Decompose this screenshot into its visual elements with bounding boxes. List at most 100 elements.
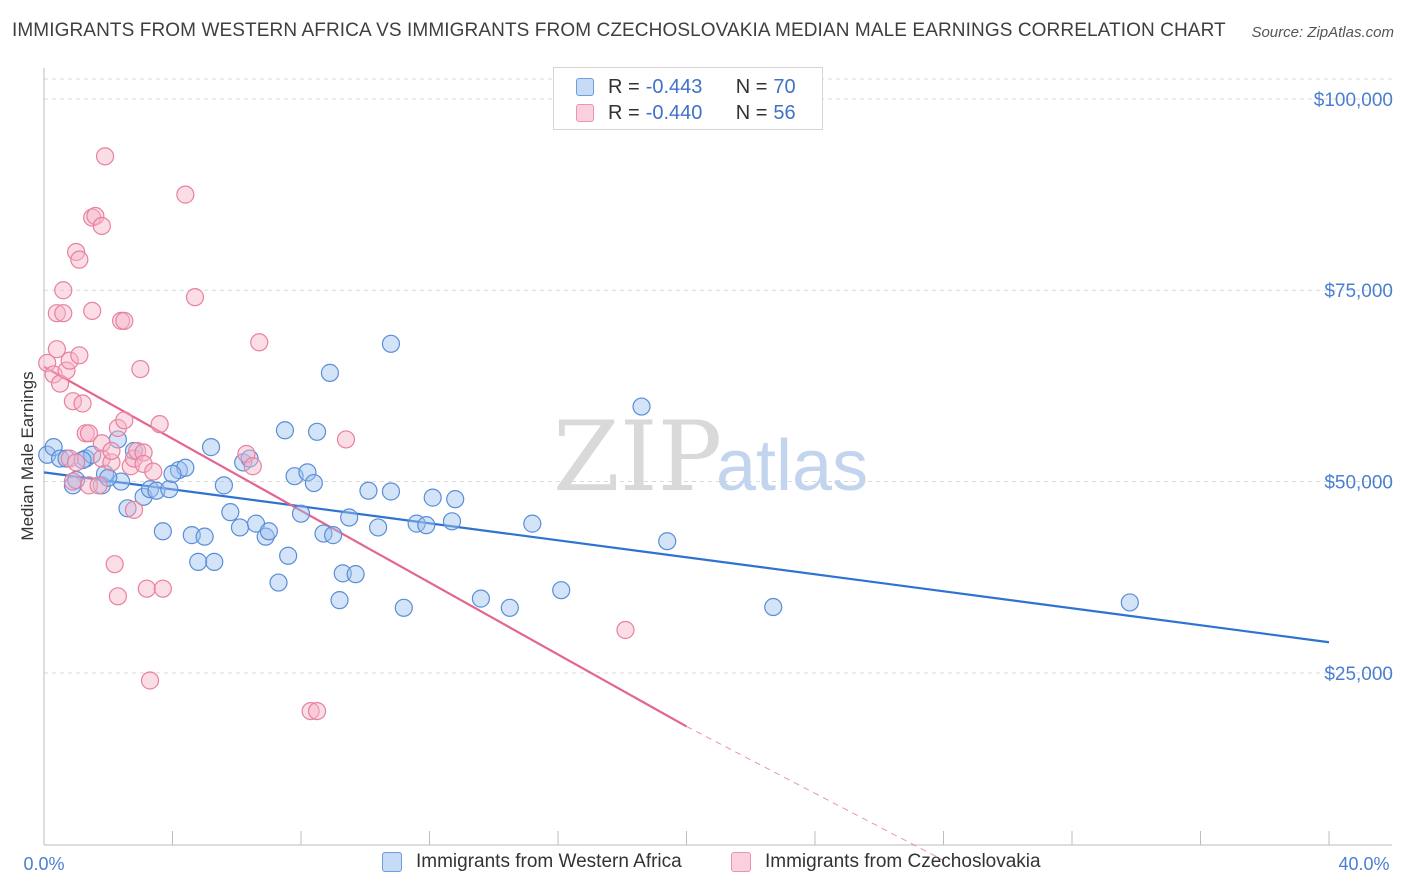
data-point-blue [394,598,413,617]
data-point-pink [54,304,73,323]
series-swatch-pink [731,852,751,872]
data-point-pink [616,620,635,640]
data-point-blue [324,526,343,545]
correlation-legend: R = -0.443 N = 70 R = -0.440 N = 56 [553,67,823,130]
data-point-pink [150,415,169,434]
data-point-blue [304,473,323,493]
axes [43,68,1392,846]
watermark: ZIP atlas [553,401,868,513]
y-tick-label: $25,000 [1324,664,1393,685]
data-point-pink [301,701,320,721]
x-tick-label-max: 40.0% [1338,854,1389,874]
series-legend: Immigrants from Western Africa Immigrant… [0,851,1406,879]
data-points [38,147,1139,721]
data-point-blue [44,438,63,457]
data-point-pink [185,288,205,307]
data-point-pink [250,333,269,352]
data-point-blue [320,363,340,382]
series-legend-czechoslovakia: Immigrants from Czechoslovakia [731,851,1041,873]
data-point-blue [230,518,250,537]
data-point-pink [131,359,150,379]
data-point-blue [298,463,317,482]
data-point-blue [160,480,179,499]
data-point-blue [307,422,327,441]
data-point-pink [63,472,83,491]
data-point-blue [471,589,490,608]
data-point-blue [195,527,214,546]
data-point-pink [47,340,66,359]
data-point-blue [523,514,542,533]
data-point-blue [346,565,365,584]
data-point-blue [140,480,160,499]
data-point-pink [115,411,134,430]
watermark-atlas: atlas [716,426,868,506]
data-point-pink [89,476,108,495]
data-point-blue [369,518,388,537]
data-point-pink [79,424,99,443]
data-point-blue [359,481,378,500]
data-point-blue [381,482,401,501]
data-point-pink [124,500,144,519]
x-tick-label-min: 0.0% [23,854,64,874]
data-point-pink [38,353,57,373]
data-point-blue [275,421,295,440]
data-point-pink [243,457,262,476]
data-point-pink [92,449,111,468]
data-point-pink [102,441,121,461]
trend-line-extension-pink [686,725,944,861]
legend-r-value: -0.440 [645,101,703,124]
data-point-pink [60,351,79,370]
data-point-pink [137,579,156,598]
data-point-blue [340,508,359,527]
data-point-blue [189,552,208,571]
data-point-pink [115,311,134,330]
data-point-blue [63,476,83,495]
data-point-blue [279,546,298,565]
data-point-pink [92,434,111,453]
data-point-blue [417,516,436,535]
source-credit: Source: ZipAtlas.com [1251,24,1394,41]
data-point-pink [134,454,153,474]
data-point-pink [47,304,66,323]
y-axis-label: Median Male Earnings [18,371,37,540]
data-point-blue [423,488,442,507]
data-point-pink [92,216,111,236]
data-point-blue [153,522,172,541]
data-point-pink [67,453,86,472]
legend-row-czechoslovakia: R = -0.440 N = 56 [576,100,796,126]
data-point-blue [221,503,240,522]
data-point-pink [336,430,356,449]
data-point-blue [442,512,462,531]
data-point-pink [307,701,327,721]
series-swatch-blue [382,852,402,872]
legend-n-label: N = [735,101,768,124]
data-point-blue [552,581,571,600]
y-tick-label: $100,000 [1314,90,1393,111]
legend-r-label: R = [608,75,640,98]
data-point-blue [163,464,182,483]
data-point-pink [79,476,99,495]
data-point-pink [83,301,102,321]
data-point-pink [105,555,124,574]
y-tick-label: $75,000 [1324,281,1393,302]
data-point-pink [108,587,127,606]
data-point-pink [153,579,172,598]
data-point-blue [632,397,651,416]
data-point-blue [658,532,677,551]
data-point-pink [70,346,89,365]
data-point-blue [764,597,783,617]
watermark-zip: ZIP [553,401,722,513]
data-point-pink [86,206,105,226]
grid-lines [44,78,1392,674]
data-point-blue [259,522,278,541]
trend-line-blue [43,471,1330,644]
data-point-blue [1120,593,1139,612]
legend-swatch-blue [576,78,594,96]
data-point-pink [54,281,73,300]
data-point-pink [176,185,195,204]
data-point-blue [99,468,118,487]
data-point-blue [118,499,137,518]
data-point-blue [500,598,519,617]
data-point-blue [446,490,465,509]
